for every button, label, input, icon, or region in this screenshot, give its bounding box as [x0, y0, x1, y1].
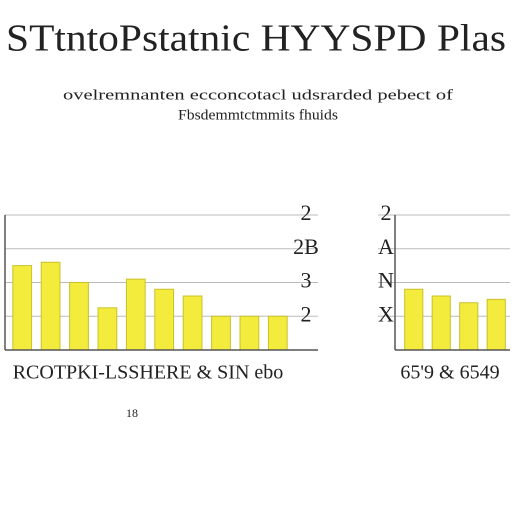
subtitle: ovelremnanten ecconcotacl udsrarded pebe… [63, 87, 453, 103]
y-tick-label: 2B [293, 234, 319, 259]
y-tick-label: A [378, 234, 394, 259]
x-axis-label: 65'9 & 6549 [400, 362, 499, 384]
bar [40, 261, 61, 351]
bar [431, 295, 451, 351]
subtitle: Fbsdemmtctmmits fhuids [178, 107, 338, 123]
bar [125, 278, 146, 351]
bar [211, 315, 231, 351]
bar [69, 282, 89, 351]
bar [486, 298, 506, 351]
x-axis-label: RCOTPKI-LSSHERE & SIN ebo [13, 362, 284, 384]
bar [182, 295, 203, 351]
footnote: 18 [126, 406, 138, 420]
bar [154, 288, 175, 351]
bar [239, 315, 260, 351]
y-tick-label: 3 [301, 268, 312, 293]
y-tick-label: 2 [301, 301, 312, 326]
bar [97, 307, 118, 351]
bar [267, 315, 288, 351]
y-tick-label: 2 [381, 200, 392, 225]
bar [459, 302, 479, 351]
y-tick-label: N [378, 268, 394, 293]
y-tick-label: 2 [301, 200, 312, 225]
bar [12, 265, 33, 351]
y-tick-label: X [378, 301, 394, 326]
title: STtntoPstatnic HYYSPD Plas [6, 18, 506, 60]
bar [404, 288, 424, 351]
